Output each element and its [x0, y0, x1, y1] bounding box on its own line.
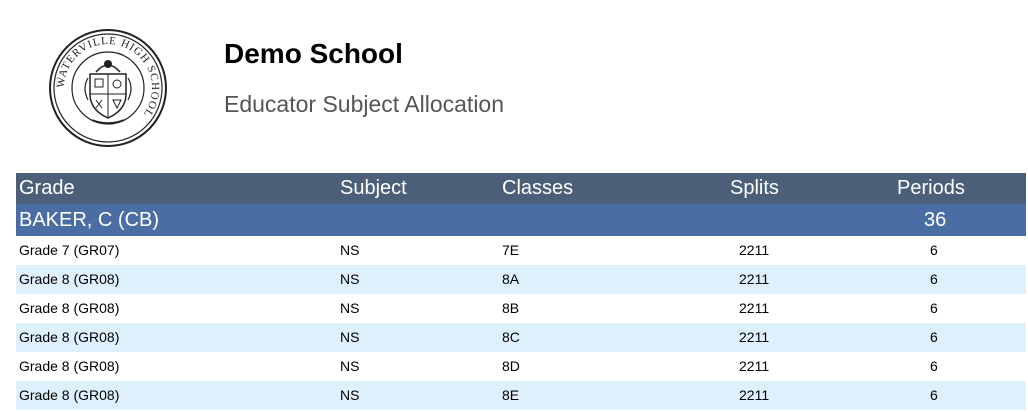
cell-periods: 6 — [930, 242, 938, 258]
cell-subject: NS — [340, 242, 360, 258]
cell-subject: NS — [340, 358, 360, 374]
educator-name: BAKER, C (CB) — [19, 209, 160, 231]
cell-classes: 8B — [502, 300, 520, 316]
allocation-table: Grade Subject Classes Splits Periods BAK… — [16, 173, 1026, 410]
school-name: Demo School — [224, 38, 403, 69]
cell-grade: Grade 8 (GR08) — [19, 329, 120, 345]
cell-periods: 6 — [930, 358, 938, 374]
cell-grade: Grade 8 (GR08) — [19, 387, 120, 403]
cell-splits: 2211 — [739, 300, 770, 316]
cell-classes: 8D — [502, 358, 520, 374]
cell-periods: 6 — [930, 387, 938, 403]
school-crest-logo: WATERVILLE HIGH SCHOOL — [49, 29, 167, 147]
cell-splits: 2211 — [739, 387, 770, 403]
cell-classes: 8E — [502, 387, 520, 403]
cell-subject: NS — [340, 329, 360, 345]
cell-splits: 2211 — [739, 358, 770, 374]
column-header-splits: Splits — [730, 177, 779, 199]
cell-periods: 6 — [930, 271, 938, 287]
table-row: Grade 8 (GR08) NS 8A 2211 6 — [16, 265, 1026, 294]
column-header-classes: Classes — [502, 177, 574, 199]
cell-classes: 8C — [502, 329, 520, 345]
cell-grade: Grade 7 (GR07) — [19, 242, 120, 258]
report-title: Educator Subject Allocation — [224, 91, 505, 117]
table-row: Grade 7 (GR07) NS 7E 2211 6 — [16, 236, 1026, 265]
cell-subject: NS — [340, 387, 360, 403]
table-row: Grade 8 (GR08) NS 8C 2211 6 — [16, 323, 1026, 352]
cell-grade: Grade 8 (GR08) — [19, 300, 120, 316]
cell-periods: 6 — [930, 329, 938, 345]
column-header-subject: Subject — [340, 177, 407, 199]
educator-periods-total: 36 — [924, 209, 947, 231]
cell-grade: Grade 8 (GR08) — [19, 271, 120, 287]
cell-classes: 8A — [502, 271, 520, 287]
educator-group-row: BAKER, C (CB) 36 — [16, 204, 1026, 236]
table-header-row: Grade Subject Classes Splits Periods — [16, 173, 1026, 204]
column-header-periods: Periods — [897, 177, 965, 199]
table-row: Grade 8 (GR08) NS 8B 2211 6 — [16, 294, 1026, 323]
report-header: WATERVILLE HIGH SCHOOL Demo School Educa… — [0, 0, 1028, 172]
cell-splits: 2211 — [739, 271, 770, 287]
table-row: Grade 8 (GR08) NS 8D 2211 6 — [16, 352, 1026, 381]
cell-splits: 2211 — [739, 329, 770, 345]
cell-subject: NS — [340, 300, 360, 316]
cell-subject: NS — [340, 271, 360, 287]
cell-classes: 7E — [502, 242, 520, 258]
cell-periods: 6 — [930, 300, 938, 316]
table-row: Grade 8 (GR08) NS 8E 2211 6 — [16, 381, 1026, 410]
cell-grade: Grade 8 (GR08) — [19, 358, 120, 374]
column-header-grade: Grade — [19, 177, 75, 199]
cell-splits: 2211 — [739, 242, 770, 258]
